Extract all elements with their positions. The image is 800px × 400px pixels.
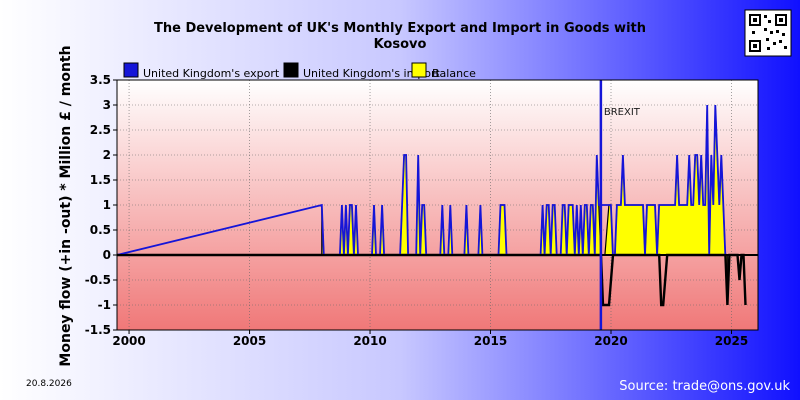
legend: United Kingdom's export United Kingdom's… [123, 62, 476, 80]
legend-label-export: United Kingdom's export [143, 67, 280, 80]
chart-title-line2: Kosovo [374, 37, 427, 52]
legend-label-import: United Kingdom's import [303, 67, 441, 80]
chart-title-line1: The Development of UK's Monthly Export a… [154, 21, 646, 36]
y-tick-label: 0 [103, 248, 111, 262]
plot-border [116, 79, 759, 331]
qr-code-icon [744, 9, 792, 57]
x-tick-label: 2020 [594, 334, 627, 348]
legend-swatch-balance [411, 62, 427, 78]
y-tick-label: 1 [103, 198, 111, 212]
y-tick-label: 3.5 [90, 73, 111, 87]
y-tick-label: 2 [103, 148, 111, 162]
series-marks: BREXIT [116, 80, 758, 330]
x-tick-label: 2015 [474, 334, 507, 348]
x-tick-label: 2005 [233, 334, 266, 348]
legend-label-balance: Balance [432, 67, 476, 80]
x-tick-label: 2010 [353, 334, 386, 348]
y-tick-label: 3 [103, 98, 111, 112]
y-tick-label: -0.5 [85, 273, 111, 287]
y-tick-label: 1.5 [90, 173, 111, 187]
y-tick-label: -1.5 [85, 323, 111, 337]
x-tick-label: 2025 [715, 334, 748, 348]
y-tick-label: 2.5 [90, 123, 111, 137]
y-tick-label: -1 [98, 298, 111, 312]
x-tick-label: 2000 [112, 334, 145, 348]
y-axis-label: Money flow (+in -out) * Million £ / mont… [58, 45, 74, 366]
brexit-label: BREXIT [604, 107, 641, 118]
footer-source: Source: trade@ons.gov.uk [619, 379, 790, 394]
legend-swatch-import [283, 62, 299, 78]
y-tick-label: 0.5 [90, 223, 111, 237]
axes: -1.5 -1 -0.5 0 0.5 1 1.5 2 2.5 3 3.5 2000 2005 2010 20… [85, 73, 759, 348]
legend-swatch-export [123, 62, 139, 78]
footer-date: 20.8.2026 [26, 379, 72, 389]
